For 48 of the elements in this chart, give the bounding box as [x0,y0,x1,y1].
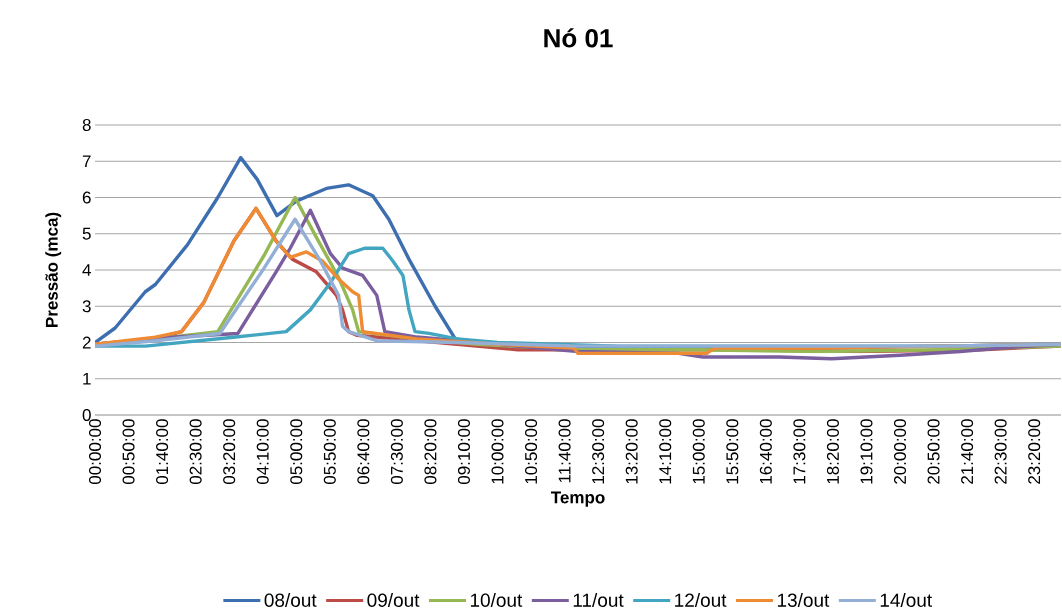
x-tick-label: 00:00:00 [88,419,102,485]
x-tick-label: 17:30:00 [793,419,806,484]
x-tick-label: 11:40:00 [558,419,571,483]
x-tick-label: 20:00:00 [893,419,907,484]
x-tick-label: 04:10:00 [256,419,269,485]
y-tick-label: 4 [82,264,91,276]
x-tick-label: 10:50:00 [525,419,538,484]
x-tick-label: 09:10:00 [457,419,470,485]
x-tick-label: 00:50:00 [122,419,135,485]
x-tick-label: 22:30:00 [994,419,1007,484]
legend-label: 09/out [367,592,420,607]
x-tick-label: 13:20:00 [625,419,638,484]
x-tick-label: 02:30:00 [189,419,202,485]
legend-label: 12/out [675,592,727,607]
y-tick-label: 8 [82,118,91,132]
chart-title: Nó 01 [544,28,613,48]
x-tick-label: 10:00:00 [491,419,504,484]
y-tick-label: 1 [83,372,91,385]
x-tick-label: 14:10:00 [659,419,672,484]
x-tick-label: 06:40:00 [357,419,370,485]
x-tick-label: 18:20:00 [826,419,839,484]
x-tick-label: 21:40:00 [961,419,974,484]
x-tick-label: 03:20:00 [223,419,236,485]
x-tick-label: 08:20:00 [424,419,437,485]
y-tick-label: 3 [82,300,91,313]
x-tick-label: 19:10:00 [860,419,873,484]
x-tick-label: 23:20:00 [1028,419,1041,484]
x-tick-label: 07:30:00 [390,419,403,485]
legend-label: 14/out [880,592,932,607]
x-tick-label: 01:40:00 [156,419,169,485]
legend-label: 08/out [264,592,317,607]
legend-label: 11/out [573,592,624,607]
y-tick-label: 7 [82,155,91,168]
x-tick-label: 20:50:00 [927,419,940,484]
y-tick-label: 5 [82,227,91,240]
x-tick-label: 05:50:00 [323,419,336,485]
x-tick-label: 16:40:00 [759,419,772,484]
legend-label: 13/out [777,592,830,607]
x-axis-title: Tempo [550,491,605,507]
x-tick-label: 05:00:00 [290,419,303,485]
x-tick-label: 15:50:00 [726,419,739,484]
y-tick-label: 2 [82,336,91,349]
y-tick-label: 6 [82,191,91,204]
x-tick-label: 15:00:00 [692,419,705,484]
legend-label: 10/out [470,592,523,607]
x-tick-label: 12:30:00 [592,419,605,484]
y-axis-title: Pressão (mca) [45,212,62,327]
y-tick-label: 0 [82,408,91,422]
